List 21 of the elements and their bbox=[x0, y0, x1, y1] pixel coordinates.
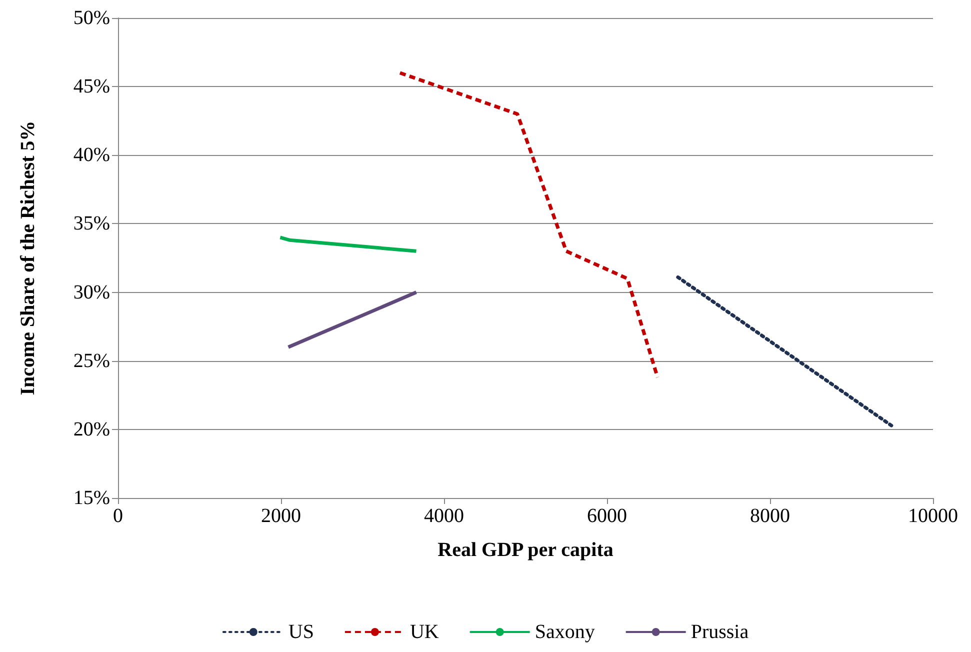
legend-label: Saxony bbox=[534, 621, 595, 643]
y-tick-label: 35% bbox=[73, 212, 110, 235]
x-tick-label: 6000 bbox=[587, 505, 627, 527]
y-tick-label: 50% bbox=[73, 7, 110, 29]
x-tick-label: 8000 bbox=[750, 505, 790, 527]
y-tick-label: 25% bbox=[73, 350, 110, 372]
y-tick-label: 20% bbox=[73, 418, 110, 440]
legend-label: US bbox=[288, 621, 314, 643]
line-series bbox=[398, 71, 660, 380]
x-tick-label: 10000 bbox=[908, 505, 958, 527]
y-axis-title: Income Share of the Richest 5% bbox=[17, 120, 39, 396]
y-tick-label: 30% bbox=[73, 281, 110, 304]
legend-label: Prussia bbox=[690, 621, 749, 643]
y-tick-label: 15% bbox=[73, 487, 110, 509]
x-tick-label: 2000 bbox=[261, 505, 301, 527]
y-tick-label: 45% bbox=[73, 76, 110, 98]
x-tick-label: 0 bbox=[113, 505, 123, 527]
x-axis-title: Real GDP per capita bbox=[438, 539, 614, 561]
legend-label: UK bbox=[410, 621, 440, 643]
x-tick-label: 4000 bbox=[424, 505, 464, 527]
y-tick-label: 40% bbox=[73, 144, 110, 166]
